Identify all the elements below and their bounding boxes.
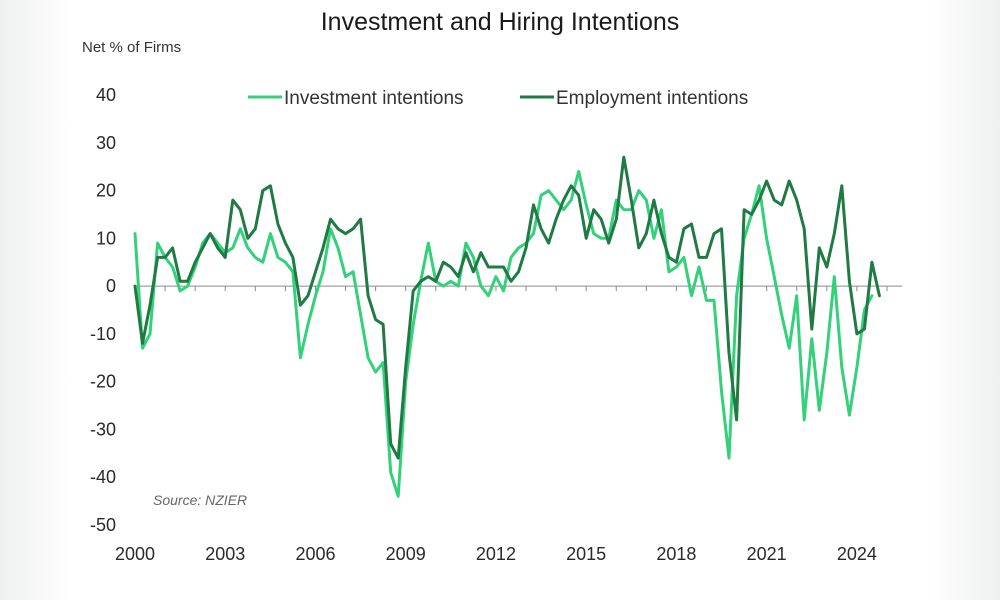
y-tick-label: -30	[90, 419, 116, 439]
y-tick-label: -40	[90, 467, 116, 487]
y-tick-label: 0	[106, 276, 116, 296]
x-axis: 2000 2003 2006 2009 2012 2015 2018 2021 2024	[115, 544, 877, 564]
investment-intentions-line	[133, 169, 874, 498]
legend-label-investment: Investment intentions	[284, 88, 464, 109]
y-tick-label: 10	[96, 228, 116, 248]
y-tick-label: 30	[96, 133, 116, 153]
y-tick-label: 20	[96, 181, 116, 201]
x-tick-label: 2003	[205, 544, 245, 564]
series-lines	[133, 155, 881, 498]
x-tick-label: 2024	[837, 544, 877, 564]
x-tick-label: 2009	[386, 544, 426, 564]
y-axis: 40 30 20 10 0 -10 -20 -30 -40 -50	[90, 85, 116, 535]
y-tick-label: -20	[90, 372, 116, 392]
legend: Investment intentions Employment intenti…	[248, 88, 748, 109]
x-tick-label: 2021	[747, 544, 787, 564]
y-tick-label: -10	[90, 324, 116, 344]
x-tick-label: 2006	[295, 544, 335, 564]
source-note: Source: NZIER	[153, 492, 247, 508]
x-tick-label: 2015	[566, 544, 606, 564]
zero-axis-group	[134, 285, 902, 292]
x-tick-label: 2012	[476, 544, 516, 564]
y-tick-label: 40	[96, 85, 116, 105]
x-tick-label: 2000	[115, 544, 155, 564]
chart-title: Investment and Hiring Intentions	[321, 8, 680, 36]
y-axis-label: Net % of Firms	[82, 39, 181, 56]
y-tick-label: -50	[90, 515, 116, 535]
x-tick-label: 2018	[656, 544, 696, 564]
employment-intentions-line	[133, 155, 881, 460]
legend-label-employment: Employment intentions	[556, 88, 748, 109]
